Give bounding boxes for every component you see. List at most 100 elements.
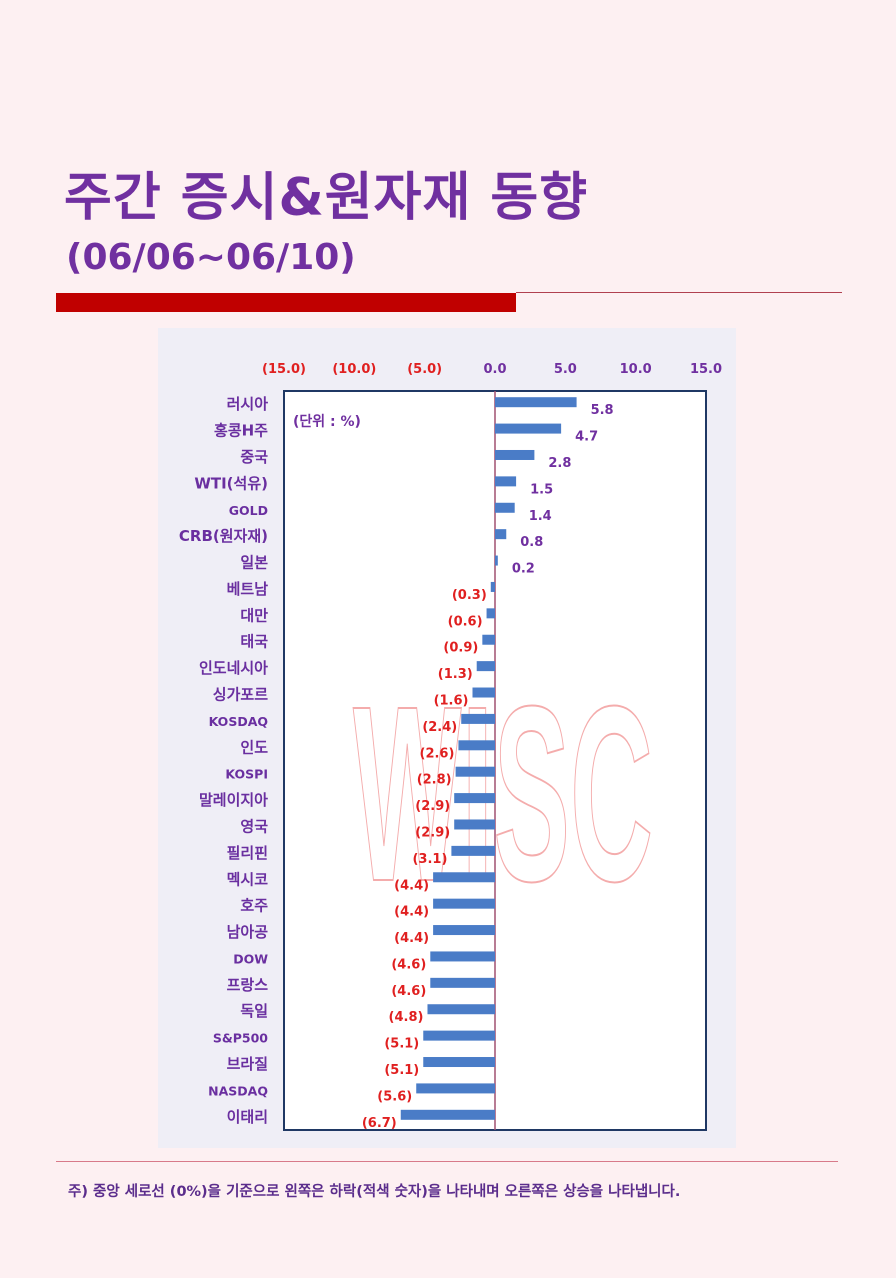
category-label: 영국 <box>240 817 268 835</box>
value-label: (4.6) <box>391 984 426 999</box>
bar <box>458 740 495 751</box>
bar <box>461 713 495 724</box>
value-label: (4.6) <box>391 957 426 972</box>
watermark: WISC <box>353 654 653 933</box>
chart-panel: WISC (15.0) (10.0) (5.0) 0.0 5.0 10.0 15.0 (단위 :… <box>158 328 736 1148</box>
page-title: 주간 증시&원자재 동향 <box>64 168 589 228</box>
category-label: WTI(석유) <box>194 474 268 492</box>
category-label: 이태리 <box>227 1108 268 1126</box>
footnote: 주) 중앙 세로선 (0%)을 기준으로 왼쪽은 하락(적색 숫자)을 나타내며… <box>68 1184 681 1200</box>
value-label: (1.3) <box>438 667 473 682</box>
category-label: 호주 <box>240 897 268 915</box>
bar <box>423 1057 495 1068</box>
x-tick-label: (15.0) <box>262 362 306 377</box>
value-label: (0.9) <box>443 641 478 656</box>
category-label: 독일 <box>240 1002 268 1020</box>
title-underline-bar <box>56 293 516 312</box>
bar <box>454 793 495 804</box>
value-label: (5.6) <box>377 1089 412 1104</box>
x-tick-label: 5.0 <box>554 362 577 377</box>
category-label: GOLD <box>229 503 268 518</box>
value-label: (4.4) <box>394 931 429 946</box>
value-label: (4.4) <box>394 905 429 920</box>
bar <box>455 766 495 777</box>
category-label: 필리핀 <box>227 844 268 862</box>
value-label: (4.8) <box>389 1010 424 1025</box>
x-tick-label: 0.0 <box>483 362 506 377</box>
bar <box>472 687 495 698</box>
bar <box>495 449 535 460</box>
bar <box>495 397 577 408</box>
value-label: 4.7 <box>575 430 598 445</box>
bar <box>454 819 495 830</box>
category-label: CRB(원자재) <box>179 527 268 545</box>
category-label: 베트남 <box>227 580 269 598</box>
date-range: (06/06~06/10) <box>66 237 356 278</box>
value-label: (5.1) <box>384 1037 419 1052</box>
value-label: (5.1) <box>384 1063 419 1078</box>
category-label: 일본 <box>240 554 268 572</box>
category-label: 말레이지아 <box>199 791 268 809</box>
category-label: 인도네시아 <box>199 659 268 677</box>
value-label: (3.1) <box>412 852 447 867</box>
value-label: 5.8 <box>591 403 614 418</box>
value-label: 1.4 <box>529 509 552 524</box>
bar <box>430 951 495 962</box>
bar <box>427 1004 495 1015</box>
bar <box>433 925 495 936</box>
unit-label: (단위 : %) <box>293 413 361 430</box>
value-label: (2.9) <box>415 825 450 840</box>
bar-chart: WISC (15.0) (10.0) (5.0) 0.0 5.0 10.0 15.0 (단위 :… <box>179 362 722 1131</box>
x-tick-label: (10.0) <box>332 362 376 377</box>
value-label: (2.8) <box>417 773 452 788</box>
value-label: 1.5 <box>530 482 553 497</box>
category-label: 인도 <box>240 738 268 756</box>
category-label: 남아공 <box>227 923 269 941</box>
value-label: (2.6) <box>420 746 455 761</box>
bar <box>400 1109 495 1120</box>
category-label: 대만 <box>240 606 268 624</box>
value-label: 0.8 <box>520 535 543 550</box>
value-label: (0.3) <box>452 588 487 603</box>
category-label: 멕시코 <box>227 870 269 888</box>
category-label: DOW <box>233 951 268 966</box>
value-label: (2.4) <box>422 720 457 735</box>
category-label: 홍콩H주 <box>214 422 268 440</box>
value-label: (1.6) <box>434 694 469 709</box>
value-label: (2.9) <box>415 799 450 814</box>
bar <box>433 898 495 909</box>
bar <box>476 661 495 672</box>
value-label: (0.6) <box>448 614 483 629</box>
value-label: (4.4) <box>394 878 429 893</box>
bar <box>495 423 562 434</box>
category-label: KOSPI <box>225 767 268 782</box>
bar <box>416 1083 495 1094</box>
x-tick-label: 10.0 <box>620 362 652 377</box>
bar <box>490 581 495 592</box>
category-label: 러시아 <box>227 395 269 413</box>
bar <box>495 529 507 540</box>
category-label: 중국 <box>240 448 268 466</box>
category-label: 프랑스 <box>227 976 269 994</box>
bar <box>486 608 495 619</box>
category-label: 태국 <box>240 633 268 651</box>
x-tick-label: 15.0 <box>690 362 722 377</box>
title-underline-thin <box>516 292 842 293</box>
bar <box>433 872 495 883</box>
category-label: S&P500 <box>213 1031 268 1046</box>
value-label: 0.2 <box>512 562 535 577</box>
footer-divider <box>56 1161 838 1162</box>
bar <box>482 634 495 645</box>
x-tick-label: (5.0) <box>407 362 442 377</box>
bar <box>495 502 515 513</box>
bar <box>451 845 495 856</box>
bar <box>430 977 495 988</box>
category-label: NASDAQ <box>208 1083 268 1098</box>
bar <box>495 555 498 566</box>
category-label: 싱가포르 <box>213 686 268 704</box>
category-label: KOSDAQ <box>209 714 268 729</box>
value-label: 2.8 <box>548 456 571 471</box>
bar <box>495 476 517 487</box>
value-label: (6.7) <box>362 1116 397 1131</box>
category-label: 브라질 <box>227 1055 268 1073</box>
